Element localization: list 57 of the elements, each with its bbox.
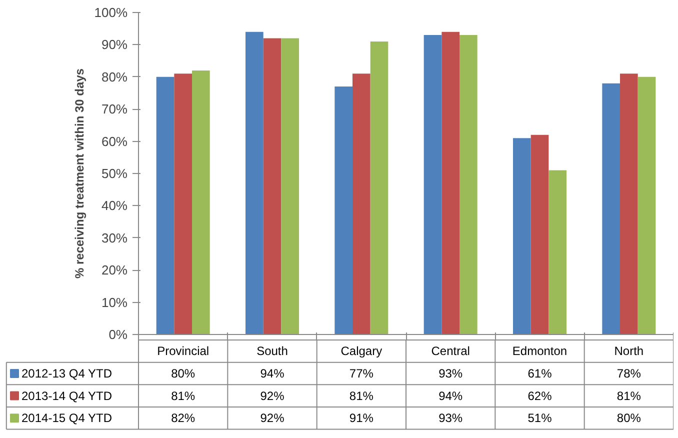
data-label: 51% xyxy=(528,411,552,426)
bar xyxy=(263,38,282,334)
bar xyxy=(513,138,531,334)
data-label: 80% xyxy=(616,411,642,426)
data-label: 92% xyxy=(260,411,285,426)
x-tick-label: Edmonton xyxy=(512,344,568,358)
data-label: 81% xyxy=(171,388,196,403)
data-label: 92% xyxy=(260,388,285,403)
bar xyxy=(192,70,210,334)
bar xyxy=(530,134,549,334)
bar xyxy=(334,86,352,334)
data-label: 81% xyxy=(349,388,374,403)
bar xyxy=(638,76,656,334)
bar xyxy=(246,32,264,334)
y-tick-label: 10% xyxy=(101,294,128,310)
bar xyxy=(602,83,620,334)
y-tick-label: 100% xyxy=(94,5,128,20)
legend-label: 2014-15 Q4 YTD xyxy=(22,411,112,426)
data-label: 94% xyxy=(438,388,463,403)
y-tick-label: 20% xyxy=(101,262,128,278)
y-tick-label: 70% xyxy=(101,102,128,117)
y-tick-label: 0% xyxy=(108,327,128,342)
y-tick-label: 30% xyxy=(101,230,128,246)
y-tick-label: 60% xyxy=(101,134,128,149)
bar xyxy=(370,41,388,334)
legend-label: 2012-13 Q4 YTD xyxy=(22,366,112,380)
data-label: 77% xyxy=(349,366,374,380)
data-label: 91% xyxy=(349,411,374,426)
bar xyxy=(352,74,370,334)
data-label: 81% xyxy=(616,388,642,403)
data-label: 61% xyxy=(528,366,552,380)
x-tick-label: North xyxy=(614,344,644,358)
data-label: 80% xyxy=(171,366,196,380)
bar xyxy=(156,76,174,334)
y-tick-label: 40% xyxy=(101,198,128,214)
bar xyxy=(620,74,638,334)
x-tick-label: South xyxy=(256,344,288,358)
bar xyxy=(424,35,442,334)
y-tick-label: 80% xyxy=(101,69,128,84)
data-label: 94% xyxy=(260,366,285,380)
bar xyxy=(442,32,460,334)
x-tick-label: Central xyxy=(431,344,470,358)
bar xyxy=(174,74,192,334)
y-tick-label: 90% xyxy=(101,37,128,52)
y-axis-title: % receiving treatment within 30 days xyxy=(72,68,86,279)
data-label: 62% xyxy=(528,388,552,403)
x-tick-label: Calgary xyxy=(340,344,382,358)
x-tick-label: Provincial xyxy=(157,344,210,358)
y-tick-label: 50% xyxy=(101,166,128,181)
data-label: 78% xyxy=(616,366,642,380)
bar xyxy=(281,38,299,334)
legend-label: 2013-14 Q4 YTD xyxy=(22,388,112,403)
data-label: 82% xyxy=(171,411,196,426)
bar xyxy=(460,35,478,334)
data-label: 93% xyxy=(438,366,463,380)
data-label: 93% xyxy=(438,411,463,426)
bar xyxy=(548,170,566,334)
